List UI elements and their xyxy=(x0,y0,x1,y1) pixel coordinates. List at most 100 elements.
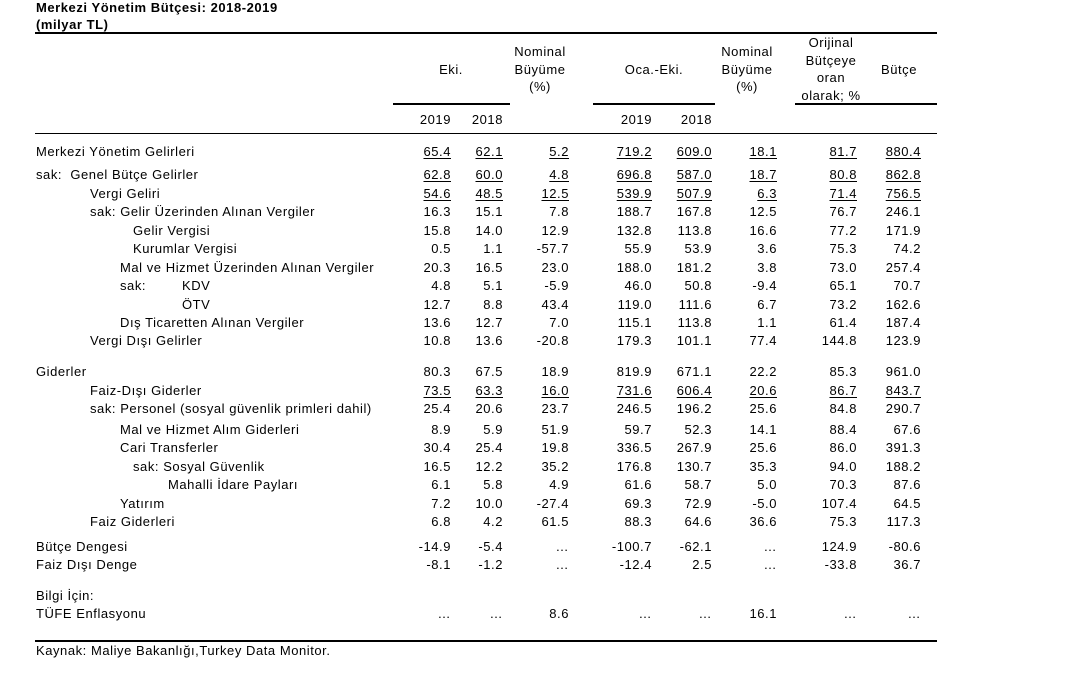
cell-eki-2018: 48.5 xyxy=(475,186,503,201)
cell-oca-eki-nominal-growth: 14.1 xyxy=(749,422,777,437)
cell-oca-eki-nominal-growth: 18.1 xyxy=(749,144,777,159)
cell-eki-2019: 13.6 xyxy=(423,315,451,330)
header-bottom-rule xyxy=(35,133,937,134)
cell-original-budget-ratio: 71.4 xyxy=(829,186,857,201)
cell-oca-eki-2018: 113.8 xyxy=(677,315,712,330)
cell-budget: 187.4 xyxy=(885,315,921,330)
table-row: Bilgi İçin: xyxy=(0,587,1075,605)
cell-oca-eki-2019: 246.5 xyxy=(616,401,652,416)
header-line: (%) xyxy=(529,79,551,94)
header-eki-label: Eki. xyxy=(439,62,463,77)
row-label: Mal ve Hizmet Üzerinden Alınan Vergiler xyxy=(120,260,375,275)
table-row: sak: Personel (sosyal güvenlik primleri … xyxy=(0,400,1075,418)
table-row: Faiz-Dışı Giderler 73.5 63.3 16.0 731.6 606.4… xyxy=(0,382,1075,400)
cell-eki-nominal-growth: … xyxy=(555,557,569,572)
cell-oca-eki-2019: 819.9 xyxy=(616,364,652,379)
row-label: Bilgi İçin: xyxy=(36,588,95,603)
header-group-rule-budget xyxy=(795,103,937,105)
cell-eki-nominal-growth: 12.5 xyxy=(541,186,569,201)
cell-budget: -80.6 xyxy=(888,539,921,554)
cell-oca-eki-2018: … xyxy=(698,606,712,621)
cell-original-budget-ratio: 77.2 xyxy=(829,223,857,238)
table-row: Mal ve Hizmet Üzerinden Alınan Vergiler 2… xyxy=(0,259,1075,277)
cell-oca-eki-2018: 196.2 xyxy=(676,401,712,416)
cell-oca-eki-2019: 69.3 xyxy=(624,496,652,511)
cell-oca-eki-nominal-growth: -5.0 xyxy=(752,496,777,511)
cell-budget: 162.6 xyxy=(885,297,921,312)
cell-eki-nominal-growth: 43.4 xyxy=(541,297,569,312)
cell-oca-eki-2019: 188.7 xyxy=(616,204,652,219)
cell-eki-2019: 16.3 xyxy=(423,204,451,219)
cell-eki-2019: 30.4 xyxy=(423,440,451,455)
header-year-eki-2019: 2019 xyxy=(419,112,451,127)
row-prefix: sak: xyxy=(120,278,147,293)
cell-budget: 257.4 xyxy=(885,260,921,275)
cell-eki-nominal-growth: 7.0 xyxy=(549,315,569,330)
header-line: (%) xyxy=(736,79,758,94)
cell-oca-eki-2019: 119.0 xyxy=(617,297,652,312)
cell-eki-2018: 20.6 xyxy=(475,401,503,416)
cell-eki-2019: 20.3 xyxy=(423,260,451,275)
cell-oca-eki-nominal-growth: 35.3 xyxy=(749,459,777,474)
cell-budget: 74.2 xyxy=(893,241,921,256)
cell-oca-eki-nominal-growth: 6.3 xyxy=(757,186,777,201)
cell-oca-eki-2019: … xyxy=(638,606,652,621)
cell-oca-eki-2018: 50.8 xyxy=(684,278,712,293)
cell-eki-2018: 12.7 xyxy=(475,315,503,330)
cell-eki-nominal-growth: 4.8 xyxy=(549,167,569,182)
cell-oca-eki-nominal-growth: 16.1 xyxy=(749,606,777,621)
row-label: Dış Ticaretten Alınan Vergiler xyxy=(120,315,305,330)
cell-original-budget-ratio: 88.4 xyxy=(829,422,857,437)
cell-oca-eki-nominal-growth: 12.5 xyxy=(749,204,777,219)
cell-budget: 117.3 xyxy=(886,514,921,529)
cell-budget: 87.6 xyxy=(893,477,921,492)
header-nominal-growth-eki: Nominal Büyüme (%) xyxy=(500,43,580,96)
row-label: Faiz Giderleri xyxy=(90,514,175,529)
cell-oca-eki-2018: 671.1 xyxy=(676,364,712,379)
cell-original-budget-ratio: 70.3 xyxy=(829,477,857,492)
row-label: ÖTV xyxy=(182,297,211,312)
cell-original-budget-ratio: … xyxy=(843,606,857,621)
cell-budget: 64.5 xyxy=(893,496,921,511)
header-line: Bütçeye xyxy=(805,52,857,68)
header-year-oca-eki-2018: 2018 xyxy=(680,112,712,127)
row-label: Kurumlar Vergisi xyxy=(133,241,238,256)
row-label: Faiz Dışı Denge xyxy=(36,557,138,572)
cell-eki-nominal-growth: 23.0 xyxy=(541,260,569,275)
cell-eki-2018: 13.6 xyxy=(475,333,503,348)
cell-oca-eki-nominal-growth: 3.8 xyxy=(757,260,777,275)
header-nominal-growth-oca-eki: Nominal Büyüme (%) xyxy=(707,43,787,96)
cell-original-budget-ratio: 81.7 xyxy=(829,144,857,159)
header-budget-label: Bütçe xyxy=(881,62,917,77)
cell-oca-eki-2018: 113.8 xyxy=(677,223,712,238)
cell-oca-eki-nominal-growth: … xyxy=(763,539,777,554)
table-row: sak: Gelir Üzerinden Alınan Vergiler 16.3… xyxy=(0,203,1075,221)
cell-eki-2018: 8.8 xyxy=(483,297,503,312)
cell-eki-nominal-growth: 35.2 xyxy=(541,459,569,474)
cell-eki-2019: 6.1 xyxy=(431,477,451,492)
cell-original-budget-ratio: 75.3 xyxy=(829,514,857,529)
row-label: TÜFE Enflasyonu xyxy=(36,606,147,621)
cell-budget: 880.4 xyxy=(885,144,921,159)
cell-original-budget-ratio: 94.0 xyxy=(829,459,857,474)
header-original-budget-ratio: Orijinal Bütçeye oran olarak; % xyxy=(786,34,876,104)
table-row: Dış Ticaretten Alınan Vergiler 13.6 12.7 7.… xyxy=(0,314,1075,332)
table-row: sak: Sosyal Güvenlik 16.5 12.2 35.2 176.8 130… xyxy=(0,458,1075,476)
cell-eki-nominal-growth: 19.8 xyxy=(541,440,569,455)
cell-original-budget-ratio: 73.0 xyxy=(829,260,857,275)
cell-original-budget-ratio: 73.2 xyxy=(829,297,857,312)
row-label: Mal ve Hizmet Alım Giderleri xyxy=(120,422,300,437)
cell-oca-eki-2018: 64.6 xyxy=(684,514,712,529)
cell-oca-eki-2019: 132.8 xyxy=(616,223,652,238)
cell-oca-eki-nominal-growth: 5.0 xyxy=(757,477,777,492)
cell-eki-2018: 12.2 xyxy=(475,459,503,474)
cell-eki-2019: 10.8 xyxy=(423,333,451,348)
row-label: Vergi Geliri xyxy=(90,186,161,201)
table-row: Bütçe Dengesi -14.9 -5.4 … -100.7 -62.1 … 124.9… xyxy=(0,538,1075,556)
cell-eki-nominal-growth: -27.4 xyxy=(536,496,569,511)
cell-eki-2018: 67.5 xyxy=(475,364,503,379)
cell-original-budget-ratio: 65.1 xyxy=(829,278,857,293)
cell-eki-nominal-growth: 51.9 xyxy=(541,422,569,437)
row-label: sak: Sosyal Güvenlik xyxy=(133,459,265,474)
cell-oca-eki-2018: 2.5 xyxy=(692,557,712,572)
